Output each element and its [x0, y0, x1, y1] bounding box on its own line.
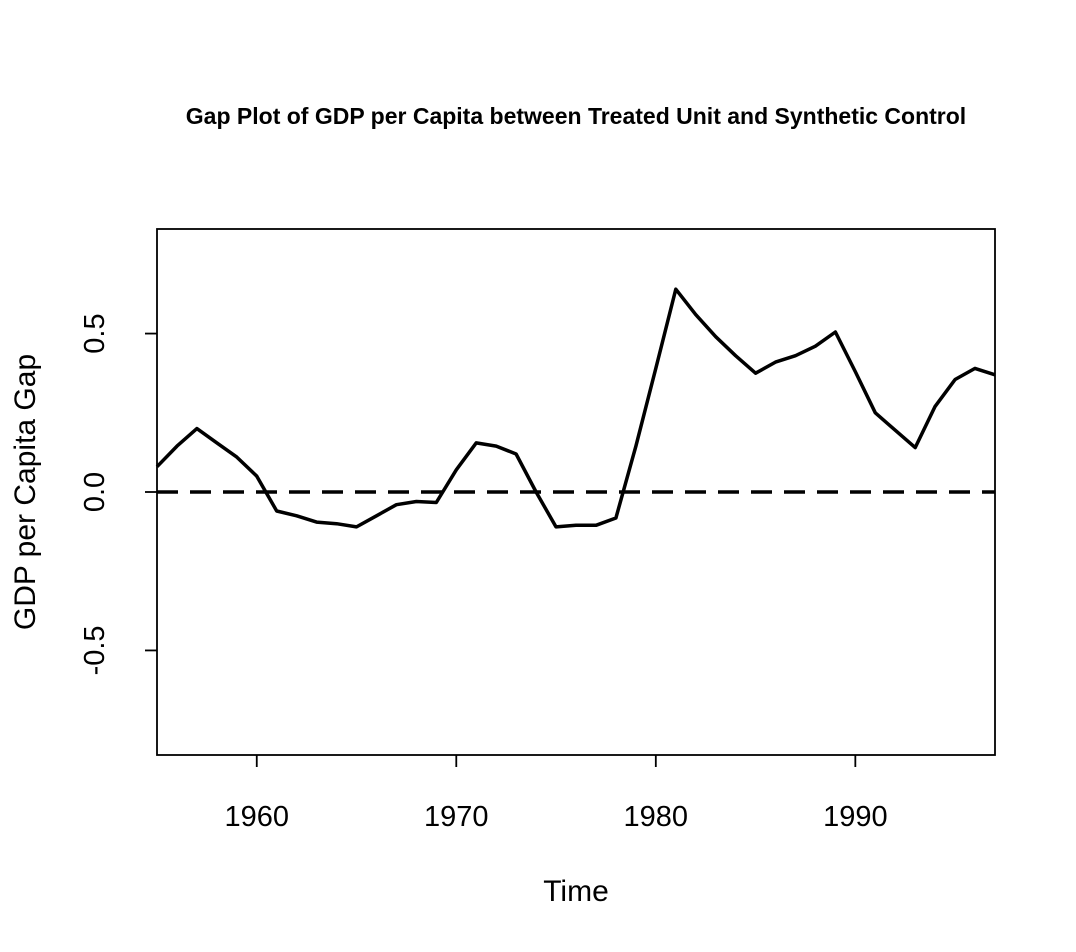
- plot-area: [155, 228, 996, 756]
- gap-series-line: [155, 287, 996, 529]
- y-axis: -0.5 0.0 0.5: [79, 313, 157, 675]
- y-tick-label: 0.5: [79, 313, 111, 353]
- y-tick-label: -0.5: [79, 625, 111, 675]
- x-tick-label: 1960: [225, 801, 290, 833]
- y-axis-title: GDP per Capita Gap: [9, 354, 42, 630]
- x-tick-label: 1980: [624, 801, 689, 833]
- x-tick-label: 1990: [823, 801, 888, 833]
- y-tick-label: 0.0: [79, 472, 111, 512]
- x-axis-title: Time: [543, 875, 609, 908]
- x-axis: 1960 1970 1980 1990: [225, 755, 888, 833]
- chart-title: Gap Plot of GDP per Capita between Treat…: [185, 103, 967, 129]
- x-tick-label: 1970: [424, 801, 489, 833]
